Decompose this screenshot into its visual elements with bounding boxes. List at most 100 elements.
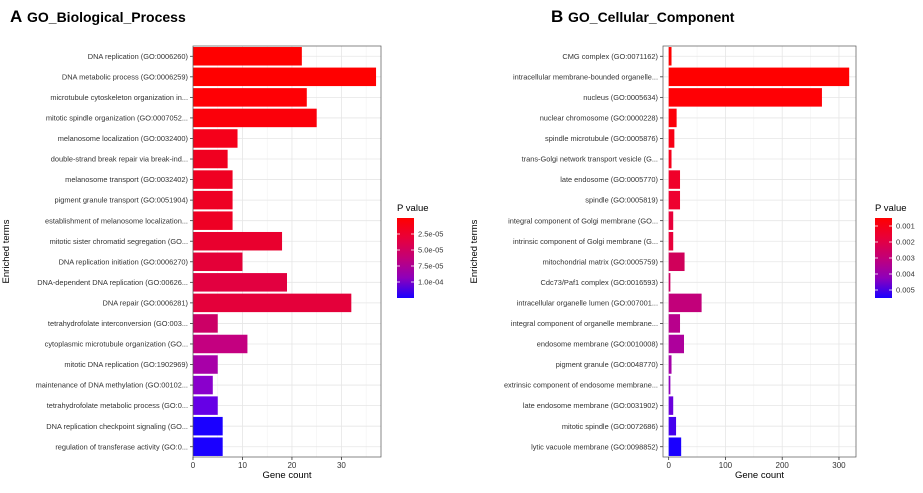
bar-19: [668, 416, 677, 436]
bar-19: [193, 416, 223, 436]
bar-16: [193, 355, 218, 374]
bar-15: [668, 334, 685, 354]
bar-17: [668, 375, 671, 395]
x-tick-label: 20: [287, 461, 296, 470]
category-label-1: CMG complex (GO:0071162): [562, 52, 658, 61]
bar-1: [193, 47, 302, 66]
category-label-10: intrinsic component of Golgi membrane (G…: [513, 237, 658, 246]
category-label-3: microtubule cytoskeleton organization in…: [50, 93, 188, 102]
category-label-8: pigment granule transport (GO:0051904): [54, 196, 188, 205]
x-tick-label: 200: [776, 461, 790, 470]
category-label-4: mitotic spindle organization (GO:0007052…: [46, 114, 188, 123]
category-label-15: endosome membrane (GO:0010008): [537, 340, 658, 349]
category-label-14: tetrahydrofolate interconversion (GO:003…: [48, 319, 188, 328]
legend-title: P value: [875, 203, 907, 214]
category-label-17: extrinsic component of endosome membrane…: [504, 381, 658, 390]
x-tick-label: 30: [337, 461, 346, 470]
category-label-1: DNA replication (GO:0006260): [88, 52, 188, 61]
legend-colorbar: [875, 218, 892, 298]
bar-2: [668, 67, 850, 87]
x-axis-label: Gene count: [735, 470, 784, 481]
category-label-7: late endosome (GO:0005770): [560, 175, 658, 184]
category-label-19: DNA replication checkpoint signaling (GO…: [46, 422, 188, 431]
category-label-16: mitotic DNA replication (GO:1902969): [64, 360, 188, 369]
legend-label-1: 0.001: [896, 222, 915, 231]
legend-label-3: 7.5e-05: [418, 262, 443, 271]
plot-border: [662, 45, 857, 458]
category-label-20: lytic vacuole membrane (GO:0098852): [531, 442, 658, 451]
category-label-9: integral component of Golgi membrane (GO…: [508, 216, 658, 225]
bar-5: [668, 129, 675, 148]
category-label-2: intracellular membrane-bounded organelle…: [513, 72, 658, 81]
bar-18: [668, 396, 674, 415]
category-label-17: maintenance of DNA methylation (GO:00102…: [36, 381, 188, 390]
category-label-3: nucleus (GO:0005634): [583, 93, 658, 102]
category-label-12: Cdc73/Paf1 complex (GO:0016593): [541, 278, 659, 287]
legend: P value 2.5e-05 5.0e-05 7.5e-05 1.0e-04: [397, 203, 443, 298]
bar-1: [668, 47, 672, 66]
bars: [668, 47, 850, 456]
category-label-18: tetrahydrofolate metabolic process (GO:0…: [47, 401, 188, 410]
category-label-15: cytoplasmic microtubule organization (GO…: [45, 340, 188, 349]
category-label-4: nuclear chromosome (GO:0000228): [540, 114, 658, 123]
bar-16: [668, 355, 672, 374]
bar-2: [193, 67, 377, 87]
category-label-2: DNA metabolic process (GO:0006259): [62, 72, 188, 81]
bar-6: [193, 149, 228, 169]
category-label-9: establishment of melanosome localization…: [45, 216, 188, 225]
x-axis: 0 100 200 300: [666, 457, 846, 470]
category-label-14: integral component of organelle membrane…: [511, 319, 658, 328]
legend: P value 0.001 0.002 0.003 0.004 0.005: [875, 203, 915, 298]
bar-7: [193, 170, 233, 189]
legend-label-1: 2.5e-05: [418, 230, 443, 239]
category-label-7: melanosome transport (GO:0032402): [65, 175, 188, 184]
bar-17: [193, 375, 213, 395]
category-label-20: regulation of transferase activity (GO:0…: [55, 442, 188, 451]
bar-13: [668, 293, 702, 313]
bar-12: [668, 273, 671, 292]
bar-3: [193, 88, 307, 107]
x-tick-label: 300: [832, 461, 846, 470]
bar-13: [193, 293, 352, 313]
legend-label-2: 5.0e-05: [418, 246, 443, 255]
bar-14: [193, 314, 218, 333]
bar-20: [668, 437, 682, 456]
category-label-18: late endosome membrane (GO:0031902): [523, 401, 658, 410]
bar-11: [193, 252, 243, 272]
legend-label-4: 0.004: [896, 270, 915, 279]
x-axis: 0 10 20 30: [191, 457, 346, 470]
bars: [193, 47, 377, 456]
plot-border: [192, 45, 382, 458]
category-label-12: DNA-dependent DNA replication (GO:00626.…: [37, 278, 188, 287]
category-label-5: melanosome localization (GO:0032400): [58, 134, 188, 143]
bar-9: [668, 211, 674, 230]
bar-8: [668, 190, 681, 210]
bar-12: [193, 273, 287, 292]
y-axis-label: Enriched terms: [1, 219, 12, 283]
x-tick-label: 0: [191, 461, 196, 470]
category-label-6: trans-Golgi network transport vesicle (G…: [522, 155, 658, 164]
x-axis-label: Gene count: [262, 470, 311, 481]
bar-4: [193, 108, 317, 128]
bar-18: [193, 396, 218, 415]
x-tick-label: 100: [719, 461, 733, 470]
category-label-13: DNA repair (GO:0006281): [103, 298, 188, 307]
bar-6: [668, 149, 672, 169]
bar-14: [668, 314, 681, 333]
legend-label-3: 0.003: [896, 254, 915, 263]
legend-label-4: 1.0e-04: [418, 278, 443, 287]
panel-b: B GO_Cellular_Component CMG complex (GO:00…: [469, 7, 915, 481]
x-tick-label: 0: [666, 461, 671, 470]
panel-title: GO_Cellular_Component: [568, 9, 735, 25]
y-axis-label: Enriched terms: [469, 219, 480, 283]
panel-title: GO_Biological_Process: [27, 9, 186, 25]
category-label-6: double-strand break repair via break-ind…: [51, 155, 188, 164]
bar-4: [668, 108, 677, 128]
legend-colorbar: [397, 218, 414, 298]
bar-3: [668, 88, 822, 107]
bar-7: [668, 170, 681, 189]
category-label-16: pigment granule (GO:0048770): [556, 360, 658, 369]
legend-title: P value: [397, 203, 429, 214]
category-label-10: mitotic sister chromatid segregation (GO…: [50, 237, 188, 246]
